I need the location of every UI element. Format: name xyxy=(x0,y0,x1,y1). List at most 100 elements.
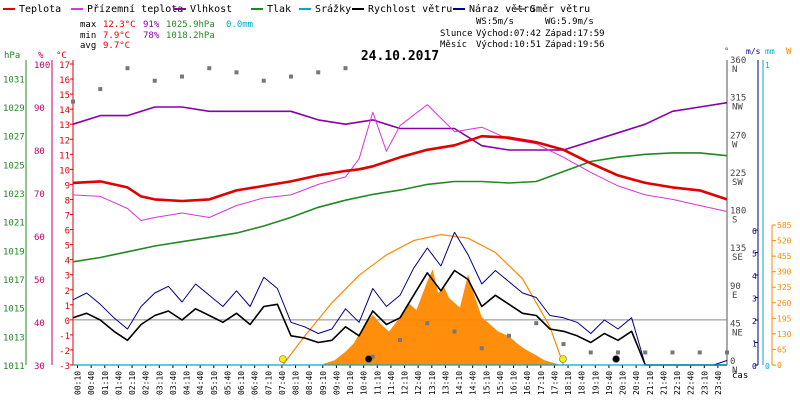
axis-unit-dir: ° xyxy=(724,47,729,57)
hum-tick-label: 90 xyxy=(34,104,45,114)
hum-tick-label: 30 xyxy=(34,362,45,372)
wind-gust-line xyxy=(72,231,728,366)
dir-tick-name: S xyxy=(732,216,737,226)
x-tick-label: 01:40 xyxy=(114,371,123,395)
dir-tick-name: N xyxy=(732,366,737,376)
x-tick-label: 06:40 xyxy=(251,371,260,395)
wind-direction-point xyxy=(452,329,457,334)
ground-temp-line xyxy=(72,104,728,221)
legend-label: Teplota xyxy=(19,4,61,15)
dir-tick-name: E xyxy=(732,291,737,301)
temp-tick-label: 5 xyxy=(65,242,70,252)
wind-direction-point xyxy=(343,66,348,71)
x-tick-label: 22:10 xyxy=(673,371,682,395)
dir-tick-name: N xyxy=(732,65,737,75)
sun-set: Západ:17:59 xyxy=(545,29,605,39)
legend-label: Tlak xyxy=(267,4,291,15)
solar-tick-label: 585 xyxy=(777,221,792,230)
temp-tick-label: 12 xyxy=(59,136,70,146)
dir-tick-name: NE xyxy=(732,328,743,338)
x-tick-label: 04:40 xyxy=(196,371,205,395)
wind-direction-point xyxy=(697,350,702,355)
stat-label: avg xyxy=(80,41,96,51)
x-tick-label: 18:10 xyxy=(564,371,573,395)
wind-tick-label: 3 xyxy=(752,295,757,304)
x-tick-label: 15:10 xyxy=(482,371,491,395)
wind-direction-point xyxy=(588,350,593,355)
solar-tick-label: 195 xyxy=(777,314,792,323)
solar-radiation-area xyxy=(323,269,561,365)
temp-tick-label: -3 xyxy=(59,362,70,372)
hpa-tick-label: 1019 xyxy=(3,247,25,257)
temperature-line xyxy=(72,134,728,203)
x-tick-label: 03:10 xyxy=(155,371,164,395)
wind-direction-point xyxy=(725,350,729,355)
dir-tick-deg: 315 xyxy=(730,94,746,104)
x-tick-label: 16:40 xyxy=(523,371,532,395)
wind-direction-point xyxy=(98,87,103,92)
solar-tick-label: 0 xyxy=(777,361,782,370)
temp-tick-label: 6 xyxy=(65,227,70,237)
legend-label: Směr větru xyxy=(530,3,590,15)
x-tick-label: 14:10 xyxy=(455,371,464,395)
hpa-tick-label: 1023 xyxy=(3,190,25,200)
wind-tick-label: 2 xyxy=(752,317,757,326)
x-tick-label: 05:40 xyxy=(223,371,232,395)
dir-tick-deg: 225 xyxy=(730,169,746,179)
dir-tick-name: SW xyxy=(732,178,743,188)
wind-direction-point xyxy=(316,70,321,75)
wind-tick-label: 0 xyxy=(752,362,757,371)
axis-unit-hpa: hPa xyxy=(4,51,20,61)
x-tick-label: 07:10 xyxy=(264,371,273,395)
solar-tick-label: 130 xyxy=(777,330,792,339)
x-tick-label: 16:10 xyxy=(510,371,519,395)
hpa-tick-label: 1011 xyxy=(3,362,25,372)
wind-direction-point xyxy=(561,342,566,347)
wind-direction-point xyxy=(207,66,212,71)
hpa-tick-label: 1025 xyxy=(3,161,25,171)
pressure-line xyxy=(72,152,728,263)
wind-tick-label: 5 xyxy=(752,250,757,259)
x-tick-label: 09:40 xyxy=(332,371,341,395)
solar-tick-label: 260 xyxy=(777,299,792,308)
x-tick-label: 23:40 xyxy=(714,371,723,395)
stat-max-hum: 91% xyxy=(143,20,160,30)
solar-tick-label: 325 xyxy=(777,283,792,292)
x-tick-label: 22:40 xyxy=(687,371,696,395)
rain-tick-label: 1 xyxy=(765,61,770,70)
sunrise-marker xyxy=(279,355,287,363)
x-tick-label: 11:40 xyxy=(387,371,396,395)
sun-rise: Východ:07:42 xyxy=(476,29,541,39)
stat-max-rain: 0.0mm xyxy=(226,20,253,30)
temp-tick-label: 17 xyxy=(59,61,70,71)
legend-label: Rychlost větru xyxy=(368,3,452,15)
wind-direction-point xyxy=(261,78,266,83)
temp-tick-label: -2 xyxy=(59,347,70,357)
wind-speed-line xyxy=(72,269,727,366)
wind-tick-label: 1 xyxy=(752,340,757,349)
hpa-tick-label: 1021 xyxy=(3,219,25,229)
x-tick-label: 08:10 xyxy=(292,371,301,395)
temp-tick-label: 14 xyxy=(59,106,70,116)
hum-tick-label: 70 xyxy=(34,190,45,200)
hpa-tick-label: 1031 xyxy=(3,75,25,85)
sunset-marker xyxy=(559,355,567,363)
solar-theory-curve xyxy=(282,233,565,366)
x-tick-label: 21:40 xyxy=(659,371,668,395)
temp-tick-label: 9 xyxy=(65,181,70,191)
wind-direction-point xyxy=(370,354,375,359)
x-tick-label: 14:40 xyxy=(469,371,478,395)
dir-tick-deg: 135 xyxy=(730,244,746,254)
x-tick-label: 20:40 xyxy=(632,371,641,395)
stat-label: min xyxy=(80,31,96,41)
stat-avg-temp: 9.7°C xyxy=(103,41,130,51)
dir-tick-deg: 45 xyxy=(730,319,741,329)
wind-direction-point xyxy=(534,321,539,326)
hum-tick-label: 40 xyxy=(34,319,45,329)
x-tick-label: 10:10 xyxy=(346,371,355,395)
temp-tick-label: 0 xyxy=(65,317,70,327)
x-tick-label: 00:10 xyxy=(74,371,83,395)
moonrise-marker xyxy=(364,355,373,363)
